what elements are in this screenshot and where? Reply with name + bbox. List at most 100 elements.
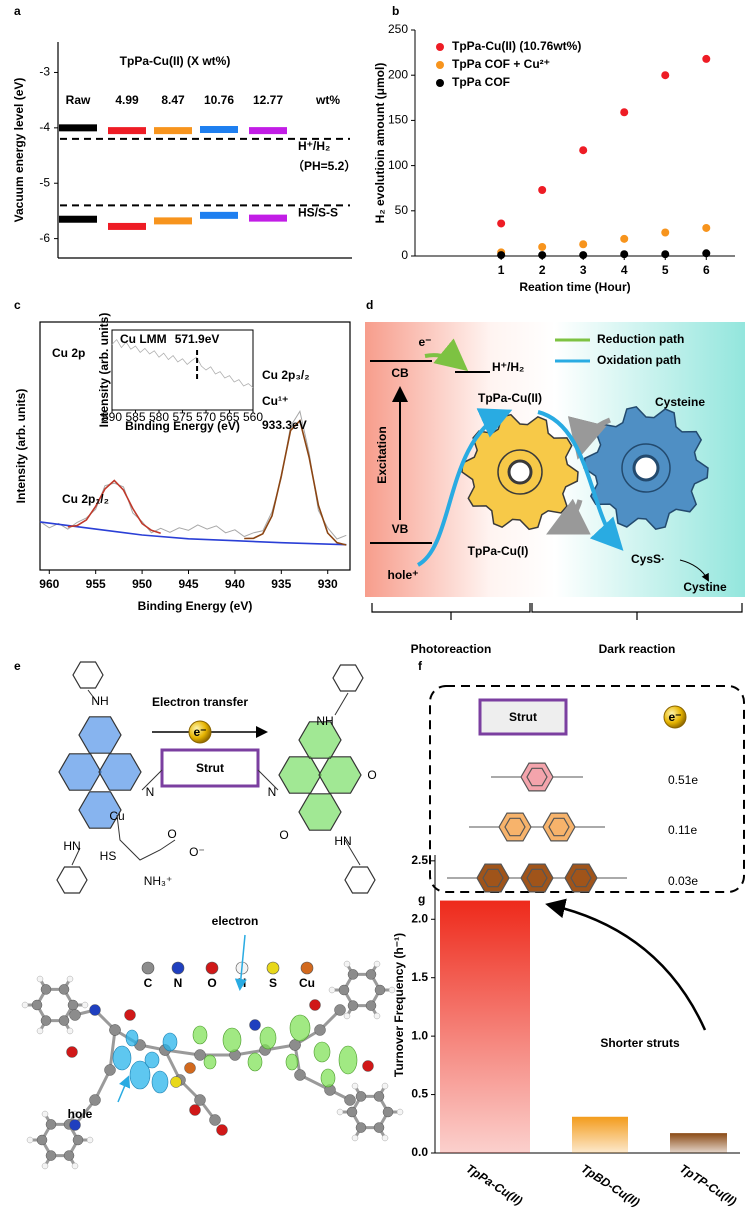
hole-density	[129, 1060, 151, 1090]
atom	[67, 999, 79, 1011]
atom	[36, 1027, 44, 1035]
atom	[343, 1012, 351, 1020]
atom	[109, 1024, 121, 1036]
strut-label: Strut	[509, 710, 537, 724]
reference-label: HS/S-S	[298, 206, 338, 220]
atom-label: NH₃⁺	[144, 874, 173, 888]
phenyl	[344, 866, 376, 894]
hole-density	[151, 1070, 169, 1094]
atom	[86, 1136, 94, 1144]
point	[579, 146, 588, 155]
stick	[108, 1029, 117, 1071]
inset-x-tick-label: 565	[219, 410, 239, 424]
atom	[66, 1027, 74, 1035]
thin-arrow	[679, 559, 709, 582]
fit-curve	[67, 479, 161, 535]
legend-label: Oxidation path	[597, 353, 681, 367]
atom	[71, 1162, 79, 1170]
bond	[116, 814, 176, 861]
inset-frame	[111, 329, 254, 411]
atom-label: NH	[316, 714, 333, 728]
bar	[572, 1116, 628, 1153]
x-axis-label: Binding Energy (eV)	[138, 599, 253, 613]
bond	[334, 692, 349, 716]
annotation-arrow	[545, 898, 707, 1031]
annotation: Cu 2p₁/₂	[62, 492, 109, 506]
gear-ring	[497, 449, 543, 495]
benzene-ring	[542, 812, 576, 842]
energy-level	[154, 217, 192, 225]
y-tick-label: 0.5	[411, 1087, 428, 1101]
hole-density	[112, 1045, 132, 1071]
point	[702, 54, 711, 63]
y-tick-label: -4	[39, 120, 50, 134]
atom	[374, 984, 386, 996]
vb-label: VB	[392, 522, 409, 536]
energy-level	[59, 215, 97, 223]
x-tick-label: 955	[86, 577, 106, 591]
point	[661, 228, 670, 237]
annotation: 933.3eV	[262, 418, 307, 432]
label-arrow	[117, 1075, 131, 1103]
electron-density	[247, 1052, 263, 1072]
legend-label: TpPa-Cu(II) (10.76wt%)	[452, 39, 581, 53]
atom	[314, 1024, 326, 1036]
annotation: Cu 2p	[52, 346, 85, 360]
atom	[58, 1015, 70, 1026]
hole-label: hole⁺	[387, 568, 418, 582]
atom	[209, 1114, 221, 1126]
x-tick-label: 3	[580, 263, 587, 277]
point	[620, 108, 629, 117]
y-tick-label: 1.0	[411, 1028, 428, 1042]
inset-x-tick-label: 585	[125, 410, 145, 424]
benzene-ring	[498, 812, 532, 842]
atom	[63, 1150, 75, 1161]
rotation-arrow	[567, 416, 611, 460]
atom	[343, 960, 351, 968]
x-tick-label: 1	[498, 263, 505, 277]
electron-ball	[663, 705, 687, 729]
atom	[69, 1119, 81, 1131]
atom-key-label: N	[174, 976, 183, 990]
atom	[373, 960, 381, 968]
y-axis-label: Vacuum energy level (eV)	[12, 78, 26, 223]
y-tick-label: 2.0	[411, 911, 428, 925]
atom-label: HN	[63, 839, 80, 853]
electron-label: e⁻	[193, 725, 206, 739]
oxidation-arrow	[416, 408, 513, 567]
bond	[71, 847, 81, 866]
product-label: Cystine	[683, 580, 727, 594]
y-tick-label: -3	[39, 65, 50, 79]
ring	[318, 756, 362, 794]
point	[661, 71, 670, 80]
atom-key-label: C	[144, 976, 153, 990]
atom	[351, 1134, 359, 1142]
inset-x-axis-label: Binding Energy (eV)	[125, 419, 240, 433]
atom-key	[300, 961, 314, 975]
atom	[36, 975, 44, 983]
atom-key-label: Cu	[299, 976, 315, 990]
atom	[69, 1009, 81, 1021]
benzene-ring	[520, 762, 554, 792]
atom	[41, 1162, 49, 1170]
panel-title: Electron transfer	[152, 695, 248, 709]
energy-level	[200, 211, 238, 219]
point	[702, 223, 711, 232]
atom	[31, 999, 43, 1011]
point	[497, 219, 506, 228]
electron-density	[203, 1054, 217, 1070]
panel-letter: c	[14, 298, 21, 312]
energy-level	[108, 127, 146, 135]
atom	[72, 1134, 84, 1146]
atom	[373, 1012, 381, 1020]
panel-letter: g	[418, 892, 425, 906]
electron-density	[289, 1014, 311, 1042]
atom-label: HN	[334, 834, 351, 848]
atom	[40, 984, 52, 995]
x-tick-label: 940	[225, 577, 245, 591]
inset-x-tick-label: 560	[243, 410, 263, 424]
gear-ring	[621, 443, 671, 493]
product-label: CysS·	[631, 552, 665, 566]
rotation-arrow	[546, 498, 591, 535]
atom	[194, 1049, 206, 1061]
